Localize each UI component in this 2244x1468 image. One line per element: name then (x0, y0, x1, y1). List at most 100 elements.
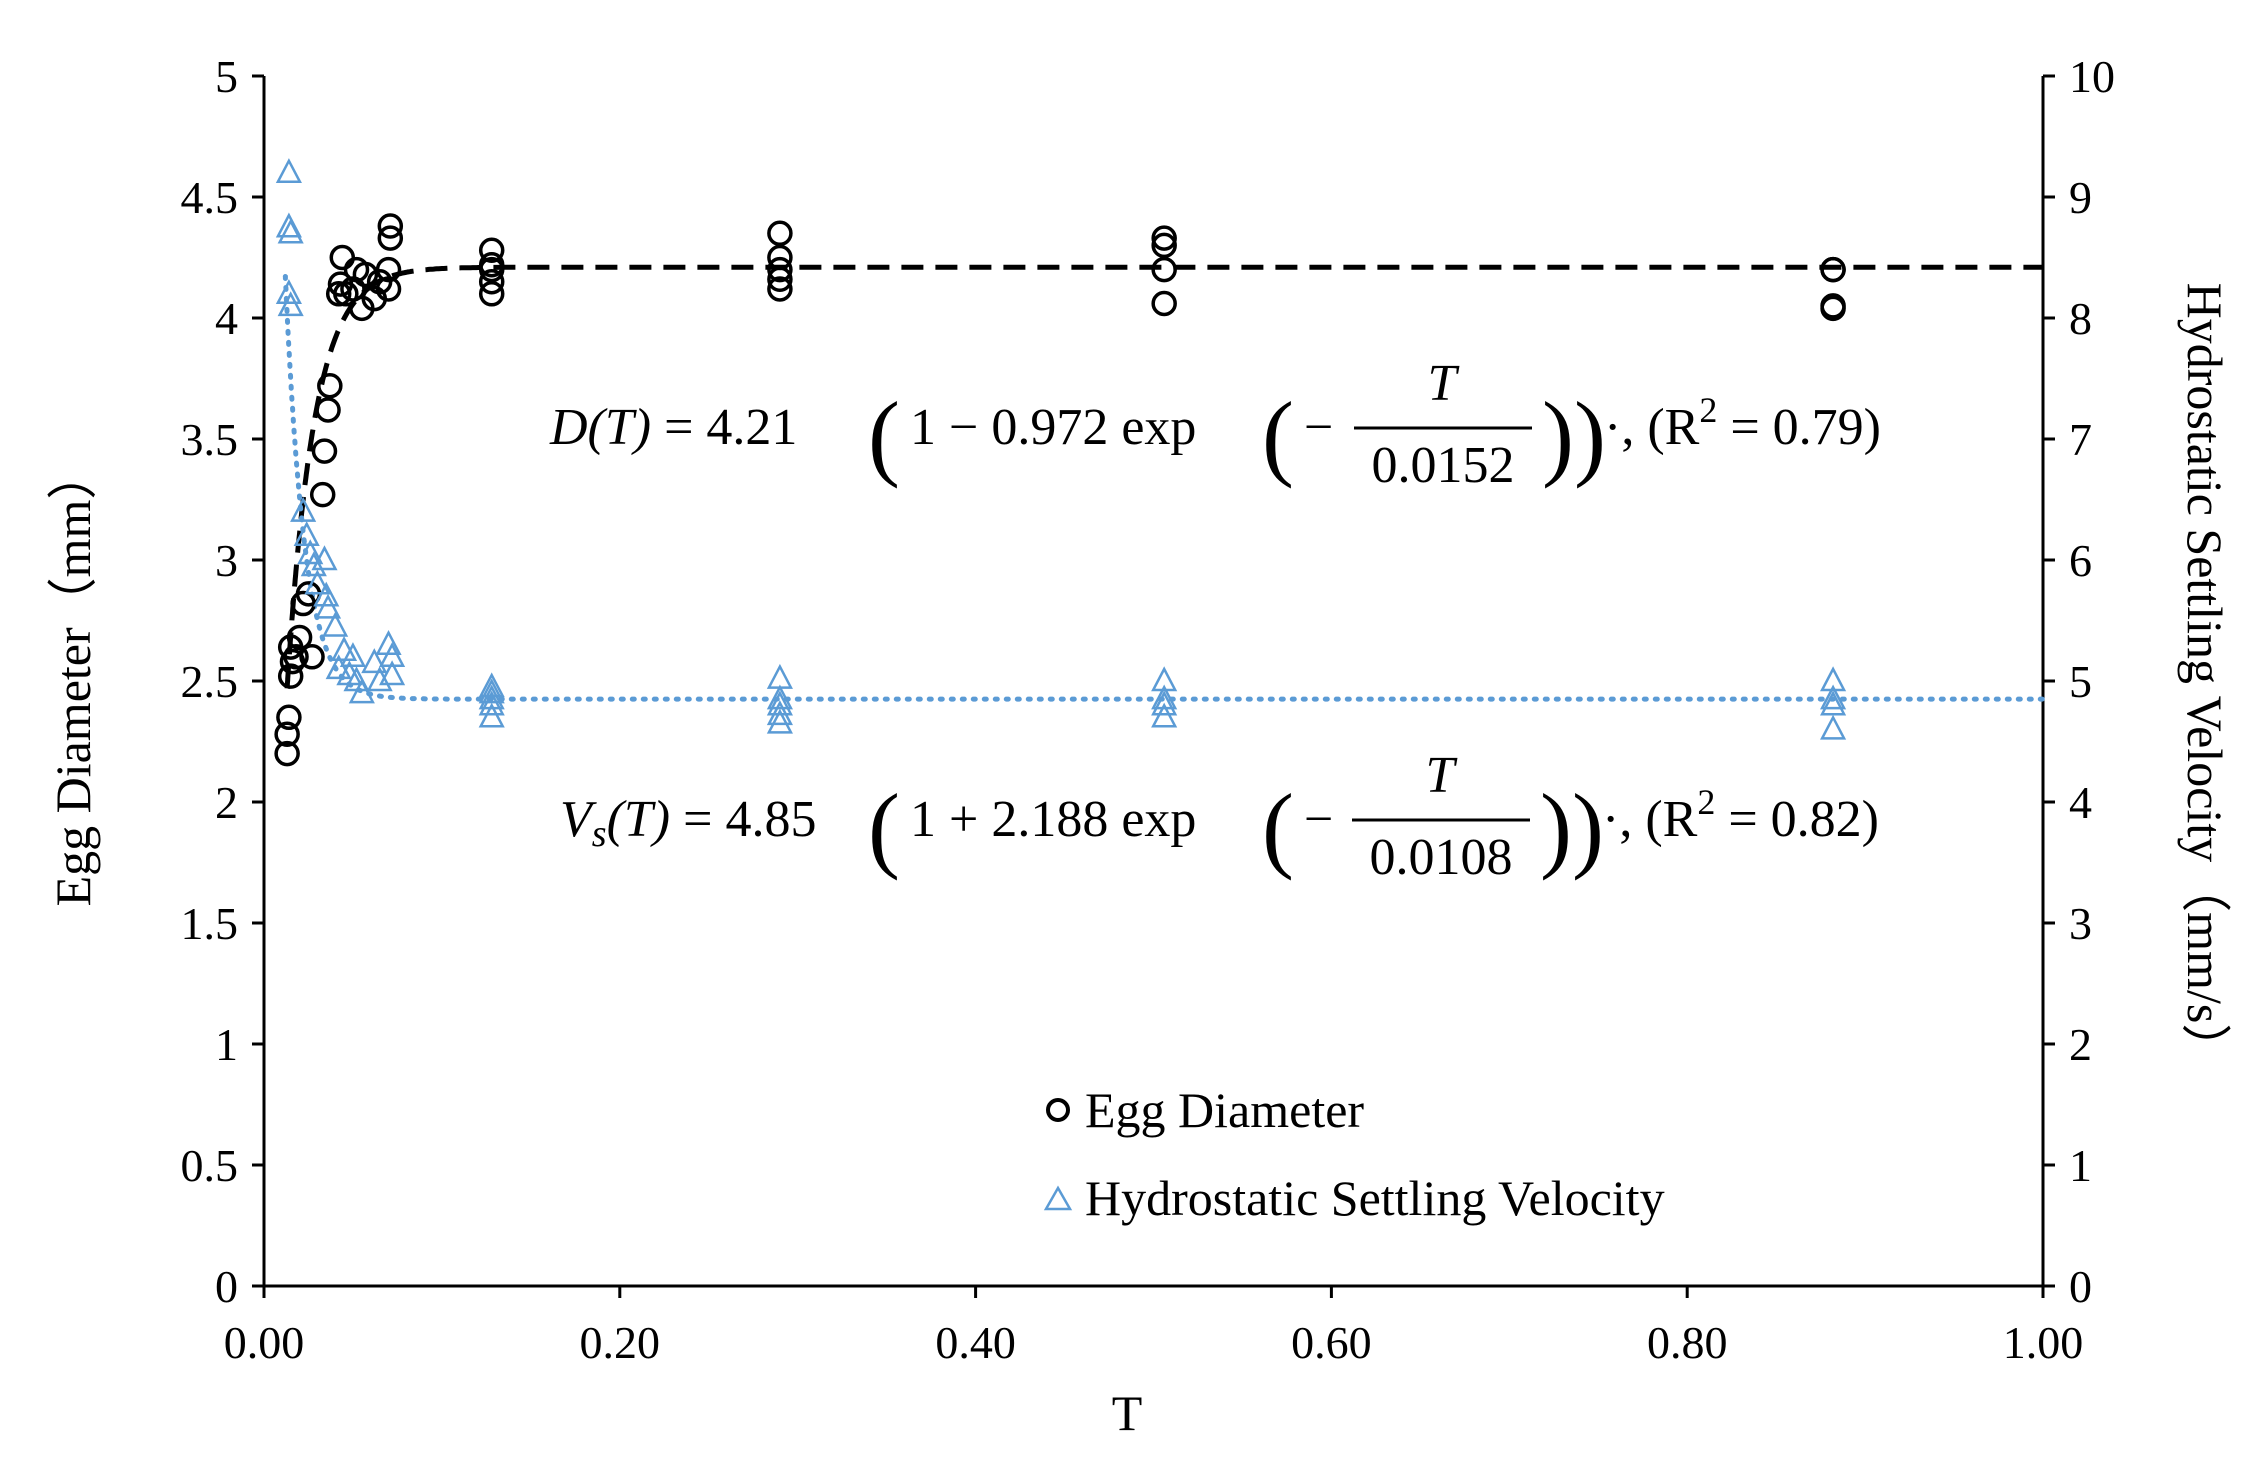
eq2-num: T (1426, 747, 1458, 804)
egg-diameter-point (767, 276, 793, 302)
egg-diameter-point (1151, 225, 1177, 251)
settling-velocity-point (314, 593, 342, 619)
settling-velocity-point (379, 660, 406, 686)
egg-diameter-point (1820, 293, 1846, 319)
eq2-lhs-t: (T) (607, 791, 671, 848)
egg-diameter-point (283, 644, 309, 670)
svg-text:·, (R2 = 0.79): ·, (R2 = 0.79) (1604, 390, 1881, 456)
svg-text:·, (R2 = 0.82): ·, (R2 = 0.82) (1602, 782, 1879, 848)
y-left-tick-label: 2 (215, 777, 238, 828)
settling-velocity-point (325, 654, 352, 680)
settling-velocity-point (1151, 702, 1178, 728)
eq1-inner: 1 − 0.972 exp (910, 399, 1196, 456)
eq1-minus: − (1304, 399, 1333, 456)
egg-diameter-point (1151, 256, 1177, 283)
eq2-paren-close: )) (1540, 774, 1604, 881)
settling-velocity-point (311, 545, 338, 571)
egg-diameter-point (352, 261, 379, 288)
y-right-tick-label: 8 (2069, 293, 2092, 344)
egg-diameter-point (375, 276, 402, 302)
eq1-paren-open-2: ( (1262, 382, 1294, 489)
settling-velocity-point (361, 648, 388, 674)
data-points (274, 158, 1847, 767)
eq2-paren-open-2: ( (1262, 774, 1294, 881)
settling-velocity-point (293, 521, 320, 547)
egg-diameter-point (1820, 256, 1846, 283)
egg-diameter-point (1151, 232, 1177, 259)
egg-diameter-point (311, 438, 338, 464)
eq2-sup: 2 (1697, 782, 1715, 822)
settling-velocity-point (478, 678, 505, 704)
eq1-paren-open: ( (868, 382, 900, 489)
ticks: 0.00 0.20 0.40 0.60 0.80 1.0000.511.522.533.5… (181, 51, 2116, 1368)
eq1-sup: 2 (1699, 390, 1717, 430)
settling-velocity-point (766, 708, 793, 734)
settling-velocity-point (478, 684, 505, 710)
y-right-tick-label: 6 (2069, 535, 2092, 586)
eq2-minus: − (1304, 791, 1333, 848)
y-left-tick-label: 3 (215, 535, 238, 586)
settling-velocity-point (766, 663, 793, 689)
settling-velocity-point (1820, 684, 1847, 710)
egg-diameter-point (299, 644, 325, 670)
settling-velocity-point (277, 291, 304, 317)
y-right-tick-label: 10 (2069, 51, 2115, 102)
y-right-tick-label: 0 (2069, 1261, 2092, 1312)
egg-diameter-point (478, 252, 505, 278)
eq1-end: = 0.79) (1717, 399, 1881, 456)
settling-velocity-point (313, 581, 340, 607)
settling-velocity-point (478, 672, 505, 698)
legend-label-diameter: Egg Diameter (1085, 1082, 1364, 1138)
egg-diameter-point (329, 244, 356, 271)
y-right-axis-title: Hydrostatic Settling Velocity（mm/s） (2177, 283, 2233, 1074)
egg-diameter-point (767, 256, 793, 283)
eq2-den: 0.0108 (1370, 829, 1513, 886)
egg-diameter-point (767, 244, 793, 271)
y-right-tick-label: 3 (2069, 898, 2092, 949)
settling-velocity-point (379, 642, 406, 668)
y-left-axis-title: Egg Diameter（mm） (45, 450, 101, 907)
eq1-coef: = 4.21 (651, 399, 797, 456)
egg-diameter-point (478, 268, 505, 295)
y-right-tick-label: 4 (2069, 777, 2092, 828)
eq2-end: = 0.82) (1715, 791, 1879, 848)
egg-diameter-point (377, 225, 404, 251)
x-tick-label: 0.00 (224, 1317, 305, 1368)
settling-velocity-point (766, 684, 793, 710)
legend-circle-marker (1046, 1098, 1070, 1122)
x-tick-label: 0.20 (580, 1317, 661, 1368)
eq2-inner: 1 + 2.188 exp (910, 791, 1196, 848)
settling-velocity-point (1820, 714, 1847, 740)
egg-diameter-point (317, 373, 343, 399)
y-right-tick-label: 7 (2069, 414, 2092, 465)
svg-text:D(T) = 4.21: D(T) = 4.21 (549, 399, 797, 456)
x-tick-label: 0.80 (1647, 1317, 1728, 1368)
settling-velocity-point (478, 702, 505, 728)
settling-velocity-point (277, 218, 304, 244)
settling-velocity-point (304, 569, 331, 595)
y-left-tick-label: 0.5 (181, 1140, 239, 1191)
settling-velocity-point (766, 690, 793, 716)
egg-diameter-point (375, 256, 402, 283)
svg-text:Vs(T) = 4.85: Vs(T) = 4.85 (560, 791, 816, 855)
egg-diameter-point (309, 481, 336, 508)
eq2-tail: ·, (R (1602, 791, 1698, 848)
velocity-fit-curve (282, 274, 2046, 702)
egg-diameter-point (325, 281, 352, 307)
egg-diameter-point (315, 397, 341, 423)
x-axis-title: T (1112, 1385, 1143, 1441)
settling-velocity-point (348, 678, 375, 704)
settling-velocity-point (339, 642, 367, 668)
eq2-lhs-s: s (592, 813, 607, 855)
eq1-num: T (1428, 355, 1460, 412)
settling-velocity-point (1820, 690, 1847, 716)
fit-curves (282, 264, 2046, 702)
egg-diameter-point (274, 740, 300, 767)
settling-velocity-point (322, 611, 349, 637)
x-tick-label: 0.60 (1291, 1317, 1372, 1368)
y-left-tick-label: 5 (215, 51, 238, 102)
eq1-tail: ·, (R (1604, 399, 1700, 456)
settling-velocity-point (1151, 690, 1178, 716)
eq1-paren-close: )) (1542, 382, 1606, 489)
